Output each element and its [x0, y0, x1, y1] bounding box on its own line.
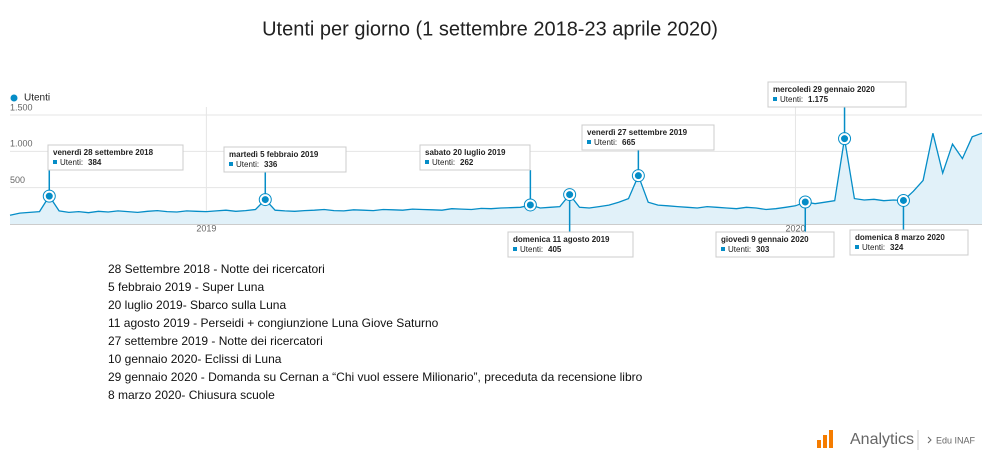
- chart-title: Utenti per giorno (1 settembre 2018-23 a…: [262, 18, 718, 40]
- callout-swatch: [773, 97, 777, 101]
- event-marker: [524, 199, 536, 211]
- callout-label: Utenti:: [236, 160, 259, 169]
- callout-label: Utenti:: [60, 158, 83, 167]
- event-marker-ring: [631, 169, 645, 183]
- event-marker: [799, 196, 811, 208]
- callout-swatch: [229, 162, 233, 166]
- callout-date: venerdì 28 settembre 2018: [53, 148, 154, 157]
- callout-swatch: [513, 247, 517, 251]
- brand: Analytics: [850, 431, 914, 448]
- note: 29 gennaio 2020 - Domanda su Cernan a “C…: [108, 370, 643, 384]
- callout-value: 262: [460, 158, 474, 167]
- account: Edu INAF: [936, 435, 976, 445]
- note: 20 luglio 2019- Sbarco sulla Luna: [108, 298, 286, 312]
- chevron: [927, 436, 932, 444]
- callout-label: Utenti:: [432, 158, 455, 167]
- callout-value: 324: [890, 243, 904, 252]
- callout-box: [581, 124, 715, 151]
- callout-date: giovedì 9 gennaio 2020: [721, 235, 809, 244]
- callout-label: Utenti:: [862, 243, 885, 252]
- callout-date: mercoledì 29 gennaio 2020: [773, 85, 875, 94]
- callout-box: [47, 144, 184, 171]
- callout-label: Utenti:: [780, 95, 803, 104]
- event-marker-ring: [563, 188, 577, 202]
- line: [9, 132, 983, 216]
- callout-swatch: [53, 160, 57, 164]
- x-tick-label: 2019: [196, 223, 216, 233]
- callout-box: [223, 146, 347, 173]
- callout-box: [715, 231, 835, 258]
- event-marker-ring: [523, 198, 537, 212]
- note: 10 gennaio 2020- Eclissi di Luna: [108, 352, 282, 366]
- note: 28 Settembre 2018 - Notte dei ricercator…: [108, 262, 325, 276]
- area: [10, 133, 982, 224]
- callout-box: [767, 81, 907, 108]
- callout-label: Utenti:: [728, 245, 751, 254]
- event-marker-ring: [838, 132, 852, 146]
- callout-swatch: [721, 247, 725, 251]
- callout-value: 384: [88, 158, 102, 167]
- callout-box: [419, 144, 531, 171]
- callout-label: Utenti:: [594, 138, 617, 147]
- note: 11 agosto 2019 - Perseidi + congiunzione…: [108, 316, 439, 330]
- callout-swatch: [587, 140, 591, 144]
- callout-date: martedì 5 febbraio 2019: [229, 150, 319, 159]
- event-marker: [259, 194, 271, 206]
- event-marker: [632, 170, 644, 182]
- callout-label: Utenti:: [520, 245, 543, 254]
- callout-swatch: [855, 245, 859, 249]
- callout-value: 1.175: [808, 95, 829, 104]
- callout-date: domenica 11 agosto 2019: [513, 235, 610, 244]
- event-marker-ring: [42, 189, 56, 203]
- analytics-logo: [817, 430, 833, 448]
- callout-box: [849, 229, 969, 256]
- callout-date: sabato 20 luglio 2019: [425, 148, 506, 157]
- y-tick-label: 1.000: [10, 139, 33, 149]
- callout-date: venerdì 27 settembre 2019: [587, 128, 688, 137]
- callout-box: [507, 231, 634, 258]
- event-marker: [839, 133, 851, 145]
- legend-marker: [10, 94, 18, 102]
- y-tick-label: 500: [10, 175, 25, 185]
- event-marker-ring: [896, 193, 910, 207]
- callout-swatch: [425, 160, 429, 164]
- legend-label: Utenti: [24, 93, 50, 104]
- event-marker: [43, 190, 55, 202]
- note: 5 febbraio 2019 - Super Luna: [108, 280, 264, 294]
- y-tick-label: 1.500: [10, 102, 33, 112]
- x-tick-label: 2020: [785, 223, 805, 233]
- callout-value: 665: [622, 138, 636, 147]
- callout-value: 303: [756, 245, 770, 254]
- note: 27 settembre 2019 - Notte dei ricercator…: [108, 334, 323, 348]
- event-marker-ring: [798, 195, 812, 209]
- callout-value: 336: [264, 160, 278, 169]
- event-marker-ring: [258, 193, 272, 207]
- note: 8 marzo 2020- Chiusura scuole: [108, 388, 275, 402]
- callout-date: domenica 8 marzo 2020: [855, 233, 945, 242]
- event-marker: [897, 194, 909, 206]
- event-marker: [564, 189, 576, 201]
- callout-value: 405: [548, 245, 562, 254]
